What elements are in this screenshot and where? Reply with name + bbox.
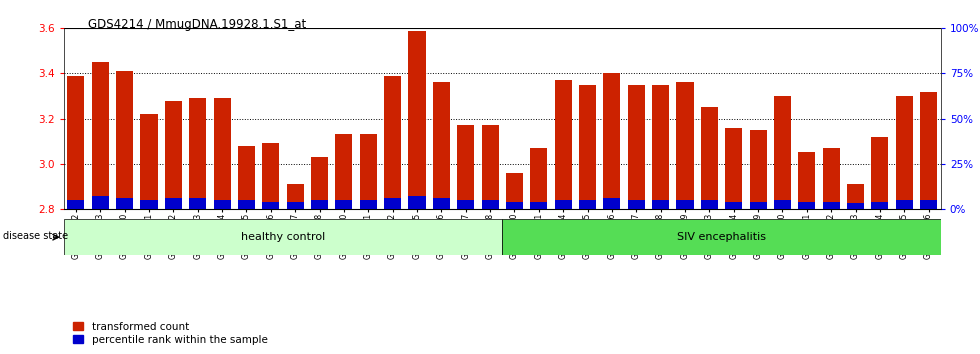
Bar [676,82,694,209]
Bar [433,82,450,209]
Bar [335,135,353,209]
Legend: transformed count, percentile rank within the sample: transformed count, percentile rank withi… [69,317,271,349]
Bar [652,85,669,209]
Bar [92,196,109,209]
Bar [676,200,694,209]
Bar [384,76,401,209]
Bar [238,146,255,209]
Bar [140,200,158,209]
Bar [311,200,328,209]
Bar [116,198,133,209]
Text: disease state: disease state [3,231,68,241]
Bar [458,125,474,209]
Bar [701,107,718,209]
Bar [68,76,84,209]
Bar [506,202,523,209]
Bar [335,200,353,209]
Bar [774,200,791,209]
Bar [579,85,596,209]
Bar [238,200,255,209]
Bar [165,101,182,209]
Bar [920,92,937,209]
Bar [409,30,425,209]
Bar [847,204,864,209]
Bar [847,184,864,209]
Bar [165,198,182,209]
Bar [189,98,206,209]
Bar [502,219,941,255]
Bar [189,198,206,209]
Bar [409,196,425,209]
Bar [506,173,523,209]
Bar [871,202,889,209]
Bar [140,114,158,209]
Bar [64,219,502,255]
Bar [214,200,230,209]
Bar [433,198,450,209]
Bar [214,98,230,209]
Bar [68,200,84,209]
Bar [799,202,815,209]
Bar [799,153,815,209]
Bar [920,200,937,209]
Bar [92,62,109,209]
Bar [360,135,376,209]
Bar [774,96,791,209]
Text: GDS4214 / MmugDNA.19928.1.S1_at: GDS4214 / MmugDNA.19928.1.S1_at [88,18,307,31]
Bar [822,148,840,209]
Bar [555,200,571,209]
Text: SIV encephalitis: SIV encephalitis [677,232,766,242]
Bar [652,200,669,209]
Text: healthy control: healthy control [241,232,325,242]
Bar [750,202,766,209]
Bar [896,200,912,209]
Bar [263,143,279,209]
Bar [604,74,620,209]
Bar [822,202,840,209]
Bar [530,148,547,209]
Bar [604,198,620,209]
Bar [311,157,328,209]
Bar [530,202,547,209]
Bar [701,200,718,209]
Bar [628,200,645,209]
Bar [628,85,645,209]
Bar [555,80,571,209]
Bar [286,184,304,209]
Bar [360,200,376,209]
Bar [481,125,499,209]
Bar [579,200,596,209]
Bar [458,200,474,209]
Bar [750,130,766,209]
Bar [263,202,279,209]
Bar [871,137,889,209]
Bar [725,127,742,209]
Bar [384,198,401,209]
Bar [286,202,304,209]
Bar [116,71,133,209]
Bar [725,202,742,209]
Bar [896,96,912,209]
Bar [481,200,499,209]
